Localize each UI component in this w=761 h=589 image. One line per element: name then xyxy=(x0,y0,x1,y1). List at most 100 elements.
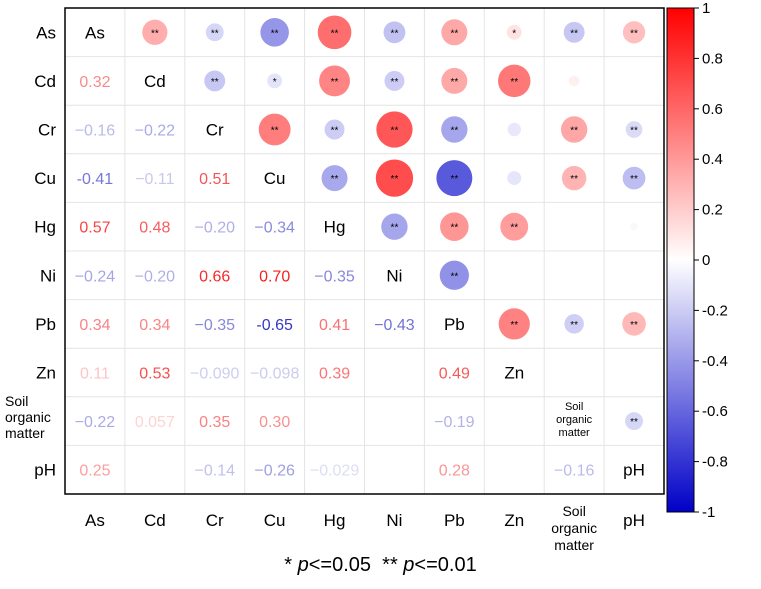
circle-cr-cu xyxy=(258,113,291,146)
row-label-as: As xyxy=(36,23,56,42)
circle-cd-soil-organic-matter xyxy=(568,75,580,87)
sig-marker-cd-ni: ** xyxy=(391,77,399,88)
colorbar-tick-label-0-4: -0.4 xyxy=(702,353,728,370)
value-label-zn-cd: 0.53 xyxy=(139,366,170,383)
circle-hg-zn xyxy=(500,212,529,241)
circle-cd-pb xyxy=(441,67,468,94)
sig-marker-as-zn: * xyxy=(512,28,516,39)
footnote-sig1-symbol: * xyxy=(284,554,298,576)
colorbar-tick-label-1: -1 xyxy=(702,504,715,521)
sig-marker-cr-pb: ** xyxy=(450,126,458,137)
circle-cd-zn xyxy=(498,64,531,98)
circle-pb-ph xyxy=(622,312,646,336)
circle-as-cr xyxy=(205,23,224,42)
diagonal-label-cd: Cd xyxy=(144,72,166,91)
value-label-soil-organic-matter-pb: −0.19 xyxy=(434,414,475,431)
value-label-soil-organic-matter-cd: 0.057 xyxy=(135,414,175,431)
value-label-cd-as: 0.32 xyxy=(79,74,110,91)
circle-cr-hg xyxy=(324,119,345,140)
marks-layer: ** ** ** ** ** ** * ** **** * ** ** ** **** ** ** ** ** **… xyxy=(142,15,646,431)
circle-hg-ph xyxy=(630,222,638,231)
value-label-ph-cu: −0.26 xyxy=(254,463,295,480)
circle-pb-zn xyxy=(498,308,530,340)
circle-cr-zn xyxy=(507,122,521,137)
diagonal-label-ph: pH xyxy=(623,461,645,480)
row-label-ni: Ni xyxy=(40,266,56,285)
col-label-zn: Zn xyxy=(504,511,524,530)
value-label-cu-cr: 0.51 xyxy=(199,171,230,188)
value-label-pb-hg: 0.41 xyxy=(319,317,350,334)
sig-marker-as-ni: ** xyxy=(391,28,399,39)
circle-as-hg xyxy=(317,15,352,50)
value-label-pb-cr: −0.35 xyxy=(195,317,236,334)
value-label-zn-as: 0.11 xyxy=(80,366,110,383)
diagonal-label-cu: Cu xyxy=(264,169,286,188)
row-label-ph: pH xyxy=(34,461,56,480)
sig-marker-as-cd: ** xyxy=(151,28,159,39)
sig-marker-as-hg: ** xyxy=(331,28,339,39)
circle-cu-pb xyxy=(436,160,473,197)
circle-as-pb xyxy=(441,19,468,46)
footnote-sig1-text: <=0.05 xyxy=(308,554,372,576)
sig-marker-soil-organic-matter-ph: ** xyxy=(630,417,638,428)
sig-marker-cu-soil-organic-matter: ** xyxy=(570,174,578,185)
value-label-cr-as: −0.16 xyxy=(75,123,116,140)
value-label-ni-cd: −0.20 xyxy=(135,268,176,285)
sig-marker-as-pb: ** xyxy=(450,28,458,39)
sig-marker-pb-ph: ** xyxy=(630,320,638,331)
sig-marker-as-cr: ** xyxy=(211,28,219,39)
circle-cr-pb xyxy=(441,116,468,143)
sig-marker-hg-zn: ** xyxy=(510,223,518,234)
sig-marker-cu-ni: ** xyxy=(391,174,399,185)
diagonal-label-ni: Ni xyxy=(386,266,402,285)
value-label-ni-hg: −0.35 xyxy=(314,268,355,285)
sig-marker-cd-pb: ** xyxy=(450,77,458,88)
colorbar-tick-label-1: 1 xyxy=(702,0,710,17)
colorbar-gradient xyxy=(666,7,695,513)
circle-as-ph xyxy=(622,21,646,44)
sig-marker-cd-cu: * xyxy=(273,77,277,88)
diagonal-label-soil-organic-matter: Soil organic matter xyxy=(556,401,593,439)
value-label-hg-cr: −0.20 xyxy=(195,220,236,237)
value-label-ph-cr: −0.14 xyxy=(195,463,236,480)
value-label-zn-cr: −0.090 xyxy=(190,366,239,383)
sig-marker-cr-ni: ** xyxy=(391,126,399,137)
circle-as-cu xyxy=(260,18,289,47)
value-label-zn-cu: −0.098 xyxy=(250,366,299,383)
circle-cu-zn xyxy=(507,171,522,186)
sig-marker-cr-ph: ** xyxy=(630,126,638,137)
footnote-sig2-symbol: ** xyxy=(382,554,404,576)
value-label-hg-cu: −0.34 xyxy=(254,220,295,237)
diagonal-label-pb: Pb xyxy=(444,315,465,334)
circle-cd-cu xyxy=(267,73,283,89)
value-label-soil-organic-matter-cu: 0.30 xyxy=(259,414,290,431)
circle-as-soil-organic-matter xyxy=(563,21,585,43)
circle-cr-soil-organic-matter xyxy=(560,116,588,143)
circle-soil-organic-matter-ph xyxy=(625,412,643,431)
colorbar-tick-label-0-2: 0.2 xyxy=(702,202,723,219)
circle-cr-ni xyxy=(376,111,413,148)
colorbar-tick-label-0-2: -0.2 xyxy=(702,302,728,319)
value-label-pb-cd: 0.34 xyxy=(139,317,170,334)
sig-marker-cu-ph: ** xyxy=(630,174,638,185)
col-label-pb: Pb xyxy=(444,511,465,530)
circle-cu-soil-organic-matter xyxy=(561,165,587,191)
value-label-ph-as: 0.25 xyxy=(79,463,110,480)
labels-layer: 0.32 −0.16 −0.22 -0.41 −0.11 0.51 0.57 0.48 −0.2… xyxy=(5,23,645,553)
circle-as-ni xyxy=(383,21,406,44)
circle-cd-hg xyxy=(319,65,350,97)
col-label-as: As xyxy=(85,511,105,530)
row-label-zn: Zn xyxy=(36,364,56,383)
diagonal-label-as: As xyxy=(85,23,105,42)
colorbar-tick-label-0-4: 0.4 xyxy=(702,151,723,168)
colorbar-tick-label-0-8: 0.8 xyxy=(702,50,723,67)
colorbar-tick-label-0-6: -0.6 xyxy=(702,403,728,420)
sig-marker-hg-ni: ** xyxy=(391,223,399,234)
value-label-ph-hg: −0.029 xyxy=(310,463,359,480)
value-label-ph-soil-organic-matter: −0.16 xyxy=(554,463,595,480)
row-label-pb: Pb xyxy=(35,315,56,334)
row-label-cr: Cr xyxy=(38,121,56,140)
sig-marker-cd-hg: ** xyxy=(331,77,339,88)
row-label-soil-organic-matter: Soil organic matter xyxy=(5,393,51,441)
value-label-soil-organic-matter-cr: 0.35 xyxy=(199,414,230,431)
